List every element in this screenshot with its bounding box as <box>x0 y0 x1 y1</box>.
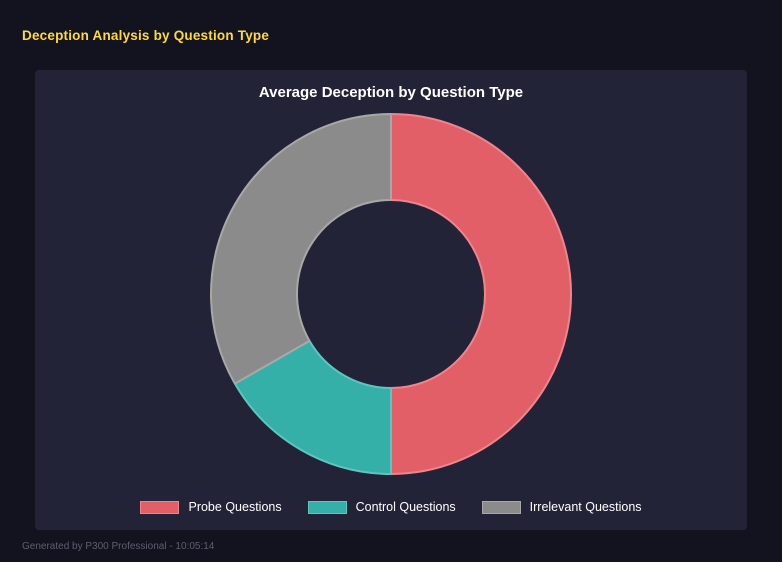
legend-swatch-2 <box>481 500 521 514</box>
chart-title: Average Deception by Question Type <box>258 84 524 101</box>
legend-label-1: Control Questions <box>355 500 456 514</box>
chart-legend: Probe Questions Control Questions Irreleva… <box>35 500 747 514</box>
legend-item-1[interactable]: Control Questions <box>307 500 456 514</box>
legend-swatch-0 <box>140 500 180 514</box>
donut-chart-area <box>35 108 747 480</box>
donut-chart[interactable] <box>205 108 577 480</box>
chart-panel: Average Deception by Question Type Probe… <box>35 70 747 530</box>
legend-label-2: Irrelevant Questions <box>529 500 642 514</box>
legend-item-2[interactable]: Irrelevant Questions <box>481 500 642 514</box>
footer-text: Generated by P300 Professional - 10:05:1… <box>22 541 215 552</box>
donut-segment-0[interactable] <box>390 113 572 475</box>
page-title: Deception Analysis by Question Type <box>22 28 270 43</box>
legend-swatch-1 <box>307 500 347 514</box>
legend-item-0[interactable]: Probe Questions <box>140 500 282 514</box>
legend-label-0: Probe Questions <box>188 500 282 514</box>
donut-segment-2[interactable] <box>210 113 392 385</box>
